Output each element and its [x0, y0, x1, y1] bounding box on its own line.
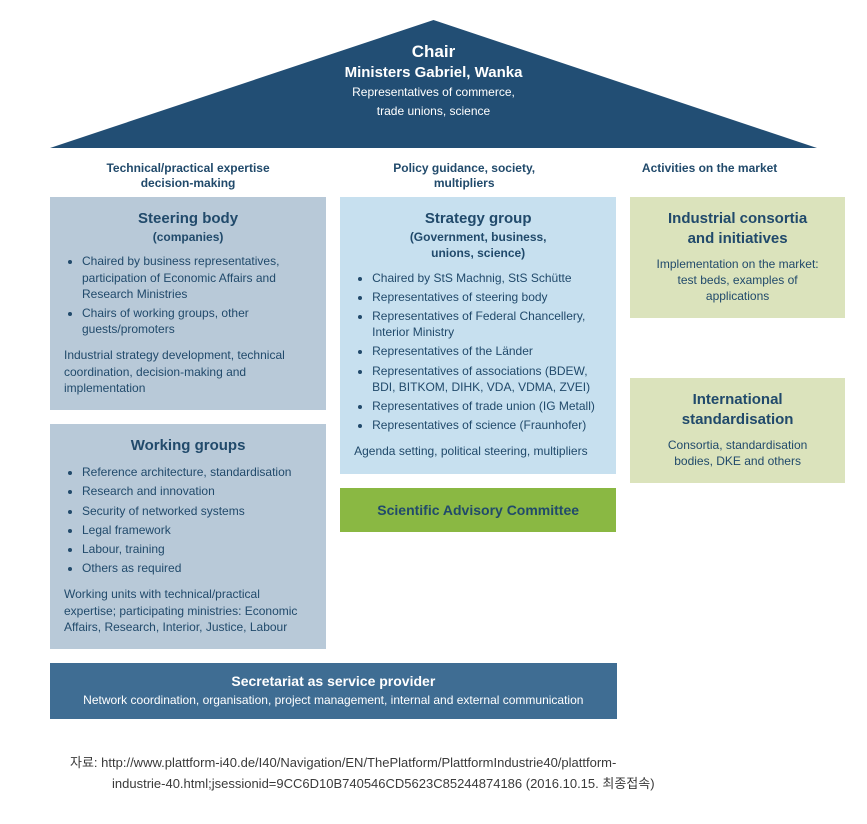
working-groups-box: Working groups Reference architecture, s… — [50, 424, 326, 649]
strategy-group-box: Strategy group (Government, business, un… — [340, 197, 616, 474]
sac-label: Scientific Advisory Committee — [377, 502, 579, 518]
list-item: Others as required — [82, 560, 312, 576]
steering-body-box: Steering body (companies) Chaired by bus… — [50, 197, 326, 410]
right-column: Industrial consortia and initiatives Imp… — [630, 197, 845, 483]
column-header-left: Technical/practical expertise decision-m… — [50, 161, 326, 191]
col2-line1: Policy guidance, society, — [393, 161, 535, 175]
list-item: Representatives of Federal Chancellery, … — [372, 308, 602, 340]
column-header-mid: Policy guidance, society, multipliers — [326, 161, 602, 191]
col1-line1: Technical/practical expertise — [106, 161, 269, 175]
intl-line-2: bodies, DKE and others — [644, 453, 831, 469]
list-item: Representatives of science (Fraunhofer) — [372, 417, 602, 433]
international-standardisation-box: International standardisation Consortia,… — [630, 378, 845, 483]
source-line-1: http://www.plattform-i40.de/I40/Navigati… — [101, 755, 616, 770]
list-item: Representatives of steering body — [372, 289, 602, 305]
strategy-bullets: Chaired by StS Machnig, StS Schütte Repr… — [354, 270, 602, 434]
intl-line-1: Consortia, standardisation — [644, 437, 831, 453]
secretariat-line: Network coordination, organisation, proj… — [64, 693, 603, 707]
working-bullets: Reference architecture, standardisation … — [64, 464, 312, 576]
list-item: Security of networked systems — [82, 503, 312, 519]
list-item: Representatives of trade union (IG Metal… — [372, 398, 602, 414]
list-item: Chairs of working groups, other guests/p… — [82, 305, 312, 337]
steering-bullets: Chaired by business representatives, par… — [64, 253, 312, 337]
left-column: Steering body (companies) Chaired by bus… — [50, 197, 326, 649]
body-grid: Steering body (companies) Chaired by bus… — [50, 197, 817, 649]
roof-title: Chair — [50, 42, 817, 62]
roof-text-block: Chair Ministers Gabriel, Wanka Represent… — [50, 42, 817, 119]
middle-column: Strategy group (Government, business, un… — [340, 197, 616, 532]
roof-caption-1: Representatives of commerce, — [50, 85, 817, 100]
strategy-footer: Agenda setting, political steering, mult… — [354, 443, 602, 459]
intl-title-1: International — [644, 390, 831, 410]
consortia-title-2: and initiatives — [644, 229, 831, 249]
list-item: Representatives of associations (BDEW, B… — [372, 363, 602, 395]
steering-title: Steering body — [64, 209, 312, 229]
list-item: Chaired by StS Machnig, StS Schütte — [372, 270, 602, 286]
secretariat-title: Secretariat as service provider — [64, 673, 603, 689]
working-footer: Working units with technical/practical e… — [64, 586, 312, 635]
col1-line2: decision-making — [141, 176, 236, 190]
col2-line2: multipliers — [434, 176, 495, 190]
roof-subtitle: Ministers Gabriel, Wanka — [50, 64, 817, 81]
consortia-line-1: Implementation on the market: — [644, 256, 831, 272]
list-item: Representatives of the Länder — [372, 343, 602, 359]
roof-caption-2: trade unions, science — [50, 104, 817, 119]
strategy-subtitle-1: (Government, business, — [354, 229, 602, 245]
steering-subtitle: (companies) — [64, 229, 312, 245]
industrial-consortia-box: Industrial consortia and initiatives Imp… — [630, 197, 845, 318]
working-title: Working groups — [64, 436, 312, 456]
list-item: Labour, training — [82, 541, 312, 557]
col3-line1: Activities on the market — [642, 161, 777, 175]
scientific-advisory-committee-box: Scientific Advisory Committee — [340, 488, 616, 532]
consortia-line-2: test beds, examples of applications — [644, 272, 831, 304]
source-citation: 자료: http://www.plattform-i40.de/I40/Navi… — [70, 753, 797, 795]
list-item: Chaired by business representatives, par… — [82, 253, 312, 302]
secretariat-box: Secretariat as service provider Network … — [50, 663, 617, 719]
consortia-title-1: Industrial consortia — [644, 209, 831, 229]
list-item: Research and innovation — [82, 483, 312, 499]
list-item: Legal framework — [82, 522, 312, 538]
column-header-right: Activities on the market — [602, 161, 817, 191]
list-item: Reference architecture, standardisation — [82, 464, 312, 480]
source-label: 자료: — [70, 755, 101, 770]
intl-title-2: standardisation — [644, 410, 831, 430]
strategy-title: Strategy group — [354, 209, 602, 229]
chair-roof: Chair Ministers Gabriel, Wanka Represent… — [50, 20, 817, 155]
steering-footer: Industrial strategy development, technic… — [64, 347, 312, 396]
strategy-subtitle-2: unions, science) — [354, 245, 602, 261]
column-headers: Technical/practical expertise decision-m… — [50, 161, 817, 191]
source-line-2: industrie-40.html;jsessionid=9CC6D10B740… — [70, 774, 655, 795]
